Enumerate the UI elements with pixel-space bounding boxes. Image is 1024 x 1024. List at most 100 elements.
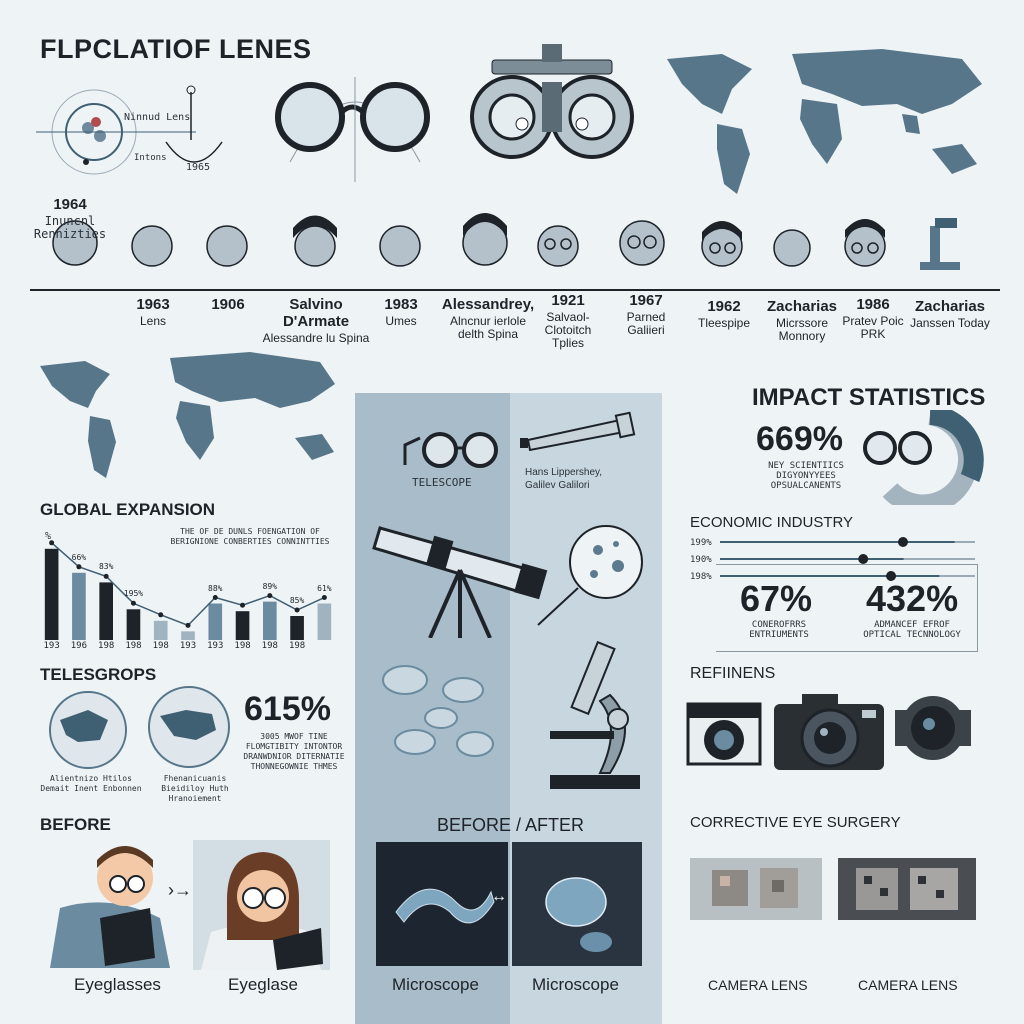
round-glasses-icon bbox=[275, 77, 430, 182]
telescopes-stat-desc: 3005 MWOF TINE FLOMGTIBITY INTONTOR DRAN… bbox=[243, 732, 345, 771]
x-tick-label: 193 bbox=[43, 641, 60, 651]
chart-value-labels: 66% 83% 195% 88% 89% 85% 61% bbox=[38, 540, 338, 605]
globe-map-icon-2 bbox=[148, 686, 230, 768]
bar bbox=[208, 603, 223, 640]
timeline-entry-10: Zacharias Micrssore Monnory bbox=[766, 298, 838, 343]
camera-icon-1 bbox=[686, 702, 762, 766]
economic-stat-2-desc: ADMANCEF EFROF OPTICAL TECNNOLOGY bbox=[863, 620, 961, 640]
timeline-entry-12: Zacharias Janssen Today bbox=[910, 298, 990, 330]
surgery-before-image bbox=[690, 858, 822, 920]
slider-knob bbox=[897, 537, 908, 547]
bar-value-label: 61% bbox=[317, 583, 332, 593]
impact-stat-desc: NEY SCIENTIICS DIGYONYYEES OPSUALCANENTS bbox=[768, 461, 844, 491]
economic-sliders bbox=[720, 537, 975, 581]
bar bbox=[72, 572, 86, 640]
bar-value-label: 89% bbox=[262, 581, 278, 591]
trend-point bbox=[49, 540, 55, 546]
x-tick-label: 198 bbox=[234, 641, 251, 651]
economic-heading: ECONOMIC INDUSTRY bbox=[690, 514, 854, 531]
microbes-icon bbox=[382, 665, 494, 757]
world-map-top-icon bbox=[667, 49, 982, 194]
middle-caption-2: Microscope bbox=[532, 975, 619, 994]
timeline-entry-6: Alessandrey, Alncnur ierlole delth Spina bbox=[441, 296, 535, 341]
economic-box bbox=[716, 564, 978, 652]
lens-diagram-icon bbox=[36, 85, 223, 175]
x-tick-label: 198 bbox=[261, 641, 278, 651]
microscope-after-image bbox=[512, 842, 642, 966]
economic-stat-1: 67% bbox=[740, 578, 813, 619]
trend-point bbox=[185, 622, 191, 628]
surgery-after-image bbox=[838, 858, 976, 920]
inventors-label: Hans Lippershey, Galilev Galilori bbox=[525, 467, 603, 491]
globe-map-icon-1 bbox=[49, 691, 127, 769]
economic-stat-1-desc: CONEROFRRS ENTRIUMENTS bbox=[749, 620, 809, 640]
bar-value-label: 195% bbox=[123, 589, 144, 599]
before-caption-1: Eyeglasses bbox=[74, 975, 161, 994]
trend-point bbox=[158, 612, 164, 618]
surgery-caption-1: CAMERA LENS bbox=[708, 977, 808, 993]
x-tick-label: 198 bbox=[98, 641, 115, 651]
trend-point bbox=[294, 607, 300, 613]
x-tick-label: 193 bbox=[179, 641, 197, 651]
bar bbox=[181, 631, 195, 640]
bar bbox=[44, 548, 59, 640]
trend-point bbox=[103, 573, 109, 579]
economic-row-3: 198% bbox=[690, 572, 712, 582]
microscope-icon bbox=[550, 640, 640, 789]
global-expansion-chart bbox=[44, 540, 332, 640]
trend-point bbox=[130, 600, 136, 606]
timeline-entry-4: Salvino D'Armate Alessandre lu Spina bbox=[262, 296, 370, 345]
phoropter-icon bbox=[470, 44, 634, 159]
economic-stat-2: 432% bbox=[866, 578, 959, 619]
timeline-entry-9: 1962 Tleespipe bbox=[697, 298, 751, 330]
bar bbox=[317, 603, 332, 640]
chart-x-axis-labels: 193 196 198 198 198 193 193 198 198 198 bbox=[38, 641, 338, 655]
page-title: FLPCLATIOF LENES bbox=[40, 34, 312, 64]
global-expansion-heading: GLOBAL EXPANSION bbox=[40, 500, 216, 519]
middle-caption-1: Microscope bbox=[392, 975, 479, 994]
person-reading-icon bbox=[50, 846, 170, 968]
camera-icon-2 bbox=[774, 694, 884, 770]
economic-row-1: 199% bbox=[690, 538, 712, 548]
timeline-entry-3: 1906 bbox=[211, 296, 245, 313]
trend-point bbox=[212, 595, 218, 601]
economic-row-2: 190% bbox=[690, 555, 712, 565]
bar-value-label: 66% bbox=[71, 552, 87, 562]
x-tick-label: 198 bbox=[152, 641, 169, 651]
camera-lens-icon bbox=[895, 696, 971, 760]
before-caption-2: Eyeglase bbox=[228, 975, 298, 994]
slider-knob bbox=[886, 571, 897, 581]
trend-point bbox=[321, 595, 327, 601]
telescopes-cap-1: Alientnizo Htilos Demait Inent Enbonnen bbox=[40, 774, 142, 793]
lens-diagram-label-2: Intons bbox=[134, 153, 167, 163]
before-heading: BEFORE bbox=[40, 815, 111, 834]
x-tick-label: 198 bbox=[125, 641, 142, 651]
bar-value-label: 88% bbox=[208, 583, 223, 593]
surgery-heading: CORRECTIVE EYE SURGERY bbox=[690, 814, 901, 831]
telescopes-cap-2: Fhenanicuanis Bieidiloy Huth Hranoiement bbox=[161, 774, 229, 803]
surgery-caption-2: CAMERA LENS bbox=[858, 977, 958, 993]
chart-y-label: % bbox=[45, 531, 52, 542]
x-tick-label: 198 bbox=[288, 641, 306, 651]
before-arrow-icon: ›→ bbox=[168, 880, 192, 900]
before-after-heading: BEFORE / AFTER bbox=[437, 815, 585, 835]
impact-glasses-donut-icon bbox=[863, 410, 984, 505]
telescope-small-icon bbox=[520, 411, 636, 452]
lens-diagram-label-1: Ninnud Lens bbox=[124, 112, 191, 123]
bar bbox=[263, 601, 277, 640]
timeline-entry-1: 1964 Inuncnl Rennizties bbox=[33, 196, 107, 241]
trend-point bbox=[267, 593, 273, 599]
world-map-left-icon bbox=[40, 352, 335, 478]
impact-stat: 669% bbox=[756, 420, 843, 458]
telescope-label: TELESCOPE bbox=[412, 476, 472, 489]
bar-value-label: 85% bbox=[289, 596, 305, 605]
lens-diagram-label-3: 1965 bbox=[186, 162, 211, 173]
bar bbox=[290, 616, 304, 640]
trend-point bbox=[240, 602, 246, 608]
bar bbox=[235, 611, 250, 640]
timeline-portraits bbox=[30, 213, 1000, 291]
telescopes-stat: 615% bbox=[244, 690, 331, 728]
timeline-entry-2: 1963 Lens bbox=[136, 296, 170, 328]
x-tick-label: 193 bbox=[207, 641, 224, 651]
bar-value-label: 83% bbox=[98, 562, 114, 572]
